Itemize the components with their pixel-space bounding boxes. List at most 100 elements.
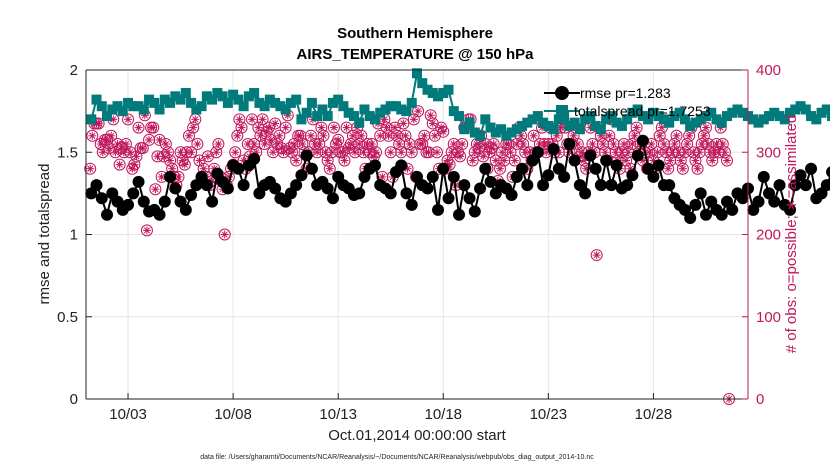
totalspread-point xyxy=(149,97,160,108)
obs-point xyxy=(395,146,408,159)
totalspread-point xyxy=(380,104,391,115)
x-tick-label: 10/18 xyxy=(424,406,462,423)
obs-point xyxy=(187,121,200,134)
rmse-point xyxy=(384,187,397,200)
rmse-point xyxy=(589,162,602,175)
obs-point xyxy=(151,150,164,163)
totalspread-point xyxy=(264,94,275,105)
totalspread-point xyxy=(296,114,307,125)
rmse-point xyxy=(563,138,576,151)
rmse-point xyxy=(537,179,550,192)
totalspread-point xyxy=(102,111,113,122)
rmse-point xyxy=(799,179,812,192)
rmse-point xyxy=(463,192,476,205)
rmse-point xyxy=(547,142,560,155)
totalspread-point xyxy=(333,94,344,105)
rmse-point xyxy=(300,149,313,162)
rmse-point xyxy=(773,179,786,192)
rmse-point xyxy=(699,208,712,221)
totalspread-point xyxy=(690,117,701,128)
obs-point xyxy=(201,150,214,163)
totalspread-point xyxy=(548,124,559,135)
totalspread-point xyxy=(301,107,312,118)
obs-point xyxy=(269,117,282,130)
totalspread-point xyxy=(448,106,459,117)
chart-title-line-2: AIRS_TEMPERATURE @ 150 hPa xyxy=(297,46,535,63)
rmse-point xyxy=(458,179,471,192)
totalspread-point xyxy=(800,104,811,115)
totalspread-point xyxy=(469,127,480,138)
obs-point xyxy=(668,138,681,151)
obs-point xyxy=(321,154,334,167)
totalspread-point xyxy=(601,114,612,125)
totalspread-point xyxy=(475,130,486,141)
rmse-point xyxy=(726,203,739,216)
x-tick-label: 10/03 xyxy=(109,406,147,423)
data-file-footnote: data file: /Users/gharamti/Documents/NCA… xyxy=(200,454,594,461)
y-left-tick-label: 1 xyxy=(70,227,78,244)
rmse-point xyxy=(137,195,150,208)
totalspread-point xyxy=(632,104,643,115)
obs-point xyxy=(182,129,195,142)
obs-point xyxy=(689,154,702,167)
obs-point xyxy=(332,133,345,146)
obs-point xyxy=(388,121,401,134)
rmse-point xyxy=(132,175,145,188)
obs-point xyxy=(256,113,269,126)
totalspread-point xyxy=(517,120,528,131)
rmse-point xyxy=(185,189,198,202)
obs-point xyxy=(466,154,479,167)
rmse-point xyxy=(600,154,613,167)
obs-point xyxy=(716,138,729,151)
obs-point xyxy=(124,146,137,159)
totalspread-point xyxy=(338,101,349,112)
totalspread-point xyxy=(748,114,759,125)
obs-point xyxy=(212,138,225,151)
totalspread-point xyxy=(706,107,717,118)
rmse-point xyxy=(794,169,807,182)
totalspread-point xyxy=(779,114,790,125)
obs-point xyxy=(424,109,437,122)
rmse-point xyxy=(621,179,634,192)
rmse-point xyxy=(516,162,529,175)
obs-point xyxy=(691,162,704,175)
rmse-point xyxy=(421,182,434,195)
rmse-point xyxy=(353,187,366,200)
obs-point xyxy=(317,129,330,142)
totalspread-point xyxy=(711,114,722,125)
obs-point xyxy=(132,121,145,134)
obs-point xyxy=(113,158,126,171)
y-axis-label-left: rmse and totalspread xyxy=(36,164,53,305)
totalspread-point xyxy=(580,114,591,125)
obs-point xyxy=(399,129,412,142)
rmse-point xyxy=(400,187,413,200)
rmse-point xyxy=(122,198,135,211)
obs-point xyxy=(136,142,149,155)
obs-point xyxy=(86,129,99,142)
totalspread-point xyxy=(222,97,233,108)
rmse-point xyxy=(805,162,818,175)
totalspread-point xyxy=(406,97,417,108)
totalspread-point xyxy=(522,117,533,128)
obs-point xyxy=(456,138,469,151)
obs-point xyxy=(149,183,162,196)
rmse-point xyxy=(200,179,213,192)
rmse-point xyxy=(395,159,408,172)
obs-point xyxy=(405,146,418,159)
totalspread-point xyxy=(658,114,669,125)
y-right-tick-label: 200 xyxy=(756,227,781,244)
x-axis-label: Oct.01,2014 00:00:00 start xyxy=(328,427,506,444)
rmse-point xyxy=(426,170,439,183)
totalspread-point xyxy=(459,124,470,135)
totalspread-point xyxy=(196,101,207,112)
totalspread-point xyxy=(422,84,433,95)
obs-point xyxy=(231,129,244,142)
totalspread-point xyxy=(721,111,732,122)
rmse-point xyxy=(221,182,234,195)
rmse-point xyxy=(694,187,707,200)
rmse-point xyxy=(752,195,765,208)
totalspread-point xyxy=(595,124,606,135)
rmse-point xyxy=(237,179,250,192)
x-tick-label: 10/08 xyxy=(214,406,252,423)
